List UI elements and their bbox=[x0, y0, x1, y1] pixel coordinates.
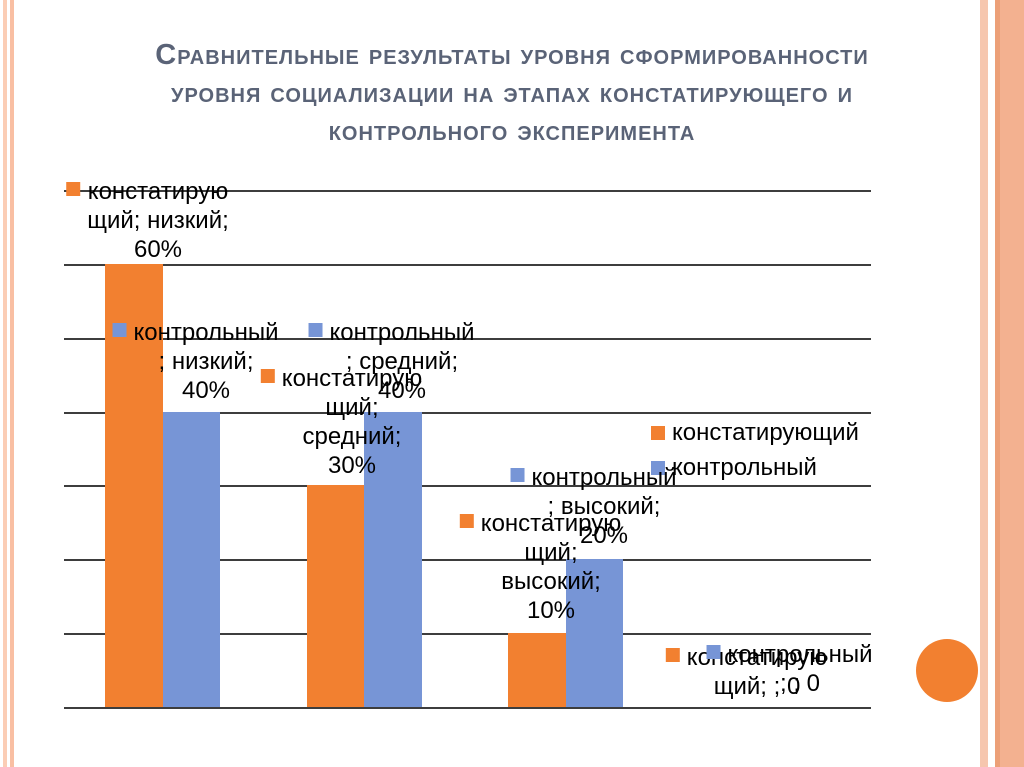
data-label-key-square bbox=[510, 468, 525, 482]
data-label-line: 60% bbox=[133, 236, 183, 263]
gridline bbox=[64, 411, 871, 414]
data-label-line: 20% bbox=[579, 522, 629, 549]
data-label-line: 40% bbox=[377, 377, 427, 404]
bar-констатирующий-средний bbox=[306, 485, 365, 707]
data-label-line: средний; bbox=[302, 423, 402, 450]
legend-key-square-blue bbox=[651, 461, 665, 475]
gridline bbox=[64, 707, 871, 709]
gridline bbox=[64, 633, 871, 636]
legend-label: констатирующий bbox=[672, 419, 859, 446]
data-label-line: ; низкий; bbox=[158, 348, 254, 375]
data-label-key-square bbox=[308, 323, 323, 337]
gridline bbox=[64, 263, 871, 266]
right-accent-stripe-1 bbox=[980, 0, 988, 767]
data-label-line: ; ; 0 bbox=[779, 670, 821, 697]
data-label-line: контрольный bbox=[727, 641, 873, 668]
bar-констатирующий-высокий bbox=[508, 633, 566, 707]
data-label-констатирующий: констатирую щий; низкий; 60% bbox=[66, 177, 229, 264]
legend-key-square-orange bbox=[651, 426, 665, 440]
data-label-контрольный: контрольный; низкий; 40% bbox=[112, 318, 279, 405]
data-label-key-square bbox=[260, 369, 275, 383]
legend-label: контрольный bbox=[672, 454, 817, 481]
gridline bbox=[64, 190, 871, 192]
data-label-line: ; высокий; bbox=[547, 493, 661, 520]
data-label-line: щий; bbox=[325, 394, 379, 421]
data-label-line: констатирую bbox=[480, 510, 622, 537]
title-line-2: уровня социализации на этапах констатиру… bbox=[171, 77, 853, 109]
bar-контрольный-средний bbox=[364, 411, 422, 707]
data-label-key-square bbox=[706, 645, 721, 659]
right-accent-stripe-2 bbox=[995, 0, 1000, 767]
right-accent-stripe-3 bbox=[1000, 0, 1024, 767]
left-accent-stripe-inner bbox=[10, 0, 14, 767]
data-label-line: 40% bbox=[181, 377, 231, 404]
data-label-line: контрольный bbox=[329, 319, 475, 346]
data-label-line: констатирую bbox=[87, 178, 229, 205]
data-label-key-square bbox=[112, 323, 127, 337]
data-label-контрольный: контрольный; средний; 40% bbox=[308, 318, 475, 405]
data-label-key-square bbox=[66, 182, 81, 196]
data-label-line: ; средний; bbox=[345, 348, 459, 375]
decorative-circle bbox=[916, 639, 978, 702]
data-label-key-square bbox=[459, 514, 474, 528]
data-label-констатирующий: констатирую щий; высокий; 10% bbox=[459, 509, 622, 625]
gridline bbox=[64, 485, 871, 488]
data-label-line: констатирую bbox=[281, 365, 423, 392]
gridline bbox=[64, 337, 871, 340]
data-label-key-square bbox=[665, 648, 680, 662]
data-label-line: 30% bbox=[327, 452, 377, 479]
legend-item-kontrolnyy: контрольный bbox=[651, 453, 817, 482]
left-accent-stripe-outer bbox=[3, 0, 7, 767]
bar-констатирующий-низкий bbox=[105, 263, 163, 707]
legend-item-konstatiruyushchiy: констатирующий bbox=[651, 418, 859, 447]
title-line-1: Сравнительные результаты уровня сформиро… bbox=[155, 39, 869, 71]
title-line-3: контрольного эксперимента bbox=[328, 115, 696, 147]
data-label-контрольный: контрольный; ; 0 bbox=[706, 640, 873, 698]
slide-title: Сравнительные результаты уровня сформиро… bbox=[60, 36, 964, 150]
data-label-line: контрольный bbox=[133, 319, 279, 346]
bar-контрольный-высокий bbox=[565, 559, 624, 707]
data-label-line: высокий; bbox=[501, 568, 601, 595]
data-label-line: щий; ; 0 bbox=[713, 673, 801, 700]
gridline bbox=[64, 559, 871, 562]
data-label-line: 10% bbox=[526, 597, 576, 624]
data-label-line: контрольный bbox=[531, 464, 677, 491]
data-label-line: щий; низкий; bbox=[87, 207, 229, 234]
bar-контрольный-низкий bbox=[162, 411, 221, 707]
data-label-констатирующий: констатирую щий; средний; 30% bbox=[260, 364, 423, 480]
data-label-line: щий; bbox=[524, 539, 578, 566]
data-label-контрольный: контрольный; высокий; 20% bbox=[510, 463, 677, 550]
